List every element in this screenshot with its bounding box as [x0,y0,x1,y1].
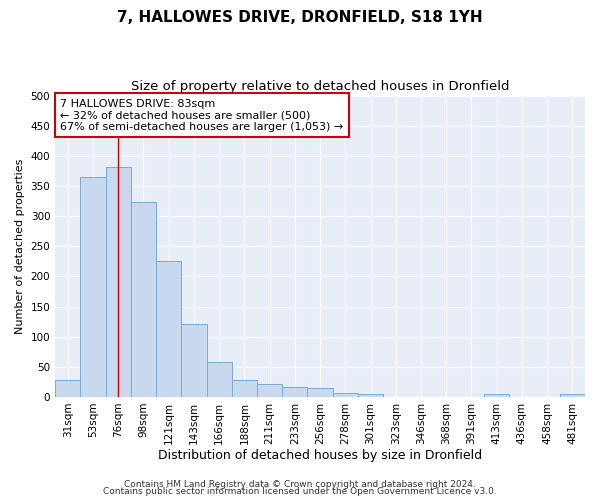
Bar [181,324,206,397]
Bar [131,202,156,397]
Bar [206,362,232,397]
Text: Contains public sector information licensed under the Open Government Licence v3: Contains public sector information licen… [103,487,497,496]
Bar [560,394,585,397]
Bar [80,177,106,397]
Bar [156,260,181,397]
Y-axis label: Number of detached properties: Number of detached properties [15,158,25,334]
Bar [282,386,307,397]
X-axis label: Distribution of detached houses by size in Dronfield: Distribution of detached houses by size … [158,450,482,462]
Bar [232,380,257,397]
Bar [55,380,80,397]
Bar [332,394,358,397]
Title: Size of property relative to detached houses in Dronfield: Size of property relative to detached ho… [131,80,509,93]
Bar [257,384,282,397]
Text: 7 HALLOWES DRIVE: 83sqm
← 32% of detached houses are smaller (500)
67% of semi-d: 7 HALLOWES DRIVE: 83sqm ← 32% of detache… [61,98,344,132]
Bar [106,166,131,397]
Text: Contains HM Land Registry data © Crown copyright and database right 2024.: Contains HM Land Registry data © Crown c… [124,480,476,489]
Bar [307,388,332,397]
Bar [484,394,509,397]
Bar [358,394,383,397]
Text: 7, HALLOWES DRIVE, DRONFIELD, S18 1YH: 7, HALLOWES DRIVE, DRONFIELD, S18 1YH [117,10,483,25]
